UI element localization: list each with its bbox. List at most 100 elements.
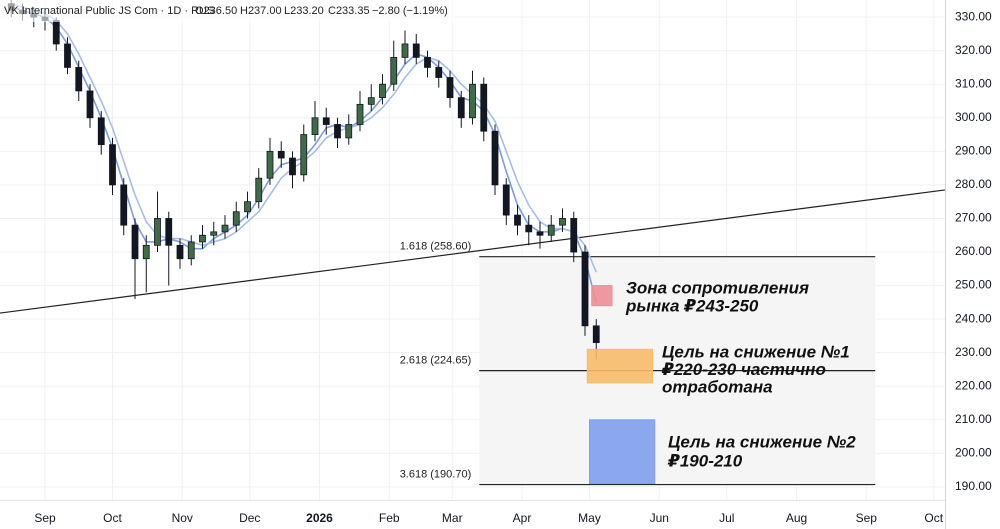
ohlc-low: L233.20 xyxy=(284,5,324,17)
candle-body xyxy=(120,184,128,226)
y-tick-label: 310.00 xyxy=(955,76,992,90)
ohlc-open: O236.50 xyxy=(195,5,237,17)
candle-body xyxy=(221,224,229,233)
candle-body xyxy=(424,56,431,68)
candle-body xyxy=(266,150,274,179)
candle-body xyxy=(581,251,589,327)
target-zone xyxy=(589,419,656,485)
y-tick-label: 240.00 xyxy=(955,311,992,325)
candle-body xyxy=(244,201,251,213)
candle-body xyxy=(289,157,296,176)
x-tick-label: Aug xyxy=(786,511,807,525)
ohlc-high: H237.00 xyxy=(240,5,282,17)
candle-body xyxy=(435,67,443,78)
y-tick-label: 230.00 xyxy=(955,345,992,359)
candle-body xyxy=(334,124,341,139)
candle-body xyxy=(390,56,398,85)
candle-body xyxy=(311,117,319,135)
target-zone xyxy=(591,285,613,307)
symbol: VK International Public JS Com · 1D · RU… xyxy=(4,5,214,17)
candle-body xyxy=(592,325,600,344)
y-tick-label: 190.00 xyxy=(955,479,992,493)
fib-label: 1.618 (258.60) xyxy=(400,241,472,253)
candle-body xyxy=(75,67,83,92)
candle-body xyxy=(356,103,364,125)
x-tick-label: Sep xyxy=(34,511,56,525)
x-tick-label: Jun xyxy=(650,511,669,525)
trendline xyxy=(0,189,946,314)
zone-annotation: ₽190-210 xyxy=(667,451,743,470)
candle-body xyxy=(142,244,150,260)
candle-body xyxy=(255,177,263,203)
candle-body xyxy=(446,77,454,99)
candle-body xyxy=(480,83,488,132)
y-tick-label: 300.00 xyxy=(955,110,992,124)
candle-body xyxy=(109,144,116,186)
candle-body xyxy=(131,224,139,260)
candle-body xyxy=(187,241,195,260)
candle-body xyxy=(367,97,375,105)
candle-body xyxy=(559,218,566,226)
plot-area: 1.618 (258.60) 2.618 (224.65) 3.618 (190.7… xyxy=(0,0,946,486)
ohlc-close: C233.35 xyxy=(328,5,370,17)
y-tick-label: 290.00 xyxy=(955,144,992,158)
candle-body xyxy=(469,83,476,119)
candle-body xyxy=(52,20,60,45)
target-zone xyxy=(586,348,653,384)
candle-body xyxy=(570,218,578,253)
candle-body xyxy=(379,83,386,99)
candle-body xyxy=(232,211,240,226)
y-tick-label: 320.00 xyxy=(955,43,992,57)
candle-body xyxy=(547,224,555,236)
candle-body xyxy=(154,218,161,246)
x-tick-label: 2026 xyxy=(306,511,333,525)
candle-body xyxy=(277,150,285,159)
candle-body xyxy=(86,90,94,119)
candle-body xyxy=(176,244,184,260)
x-tick-label: Dec xyxy=(239,511,260,525)
y-tick-label: 200.00 xyxy=(955,446,992,460)
candle-body xyxy=(199,234,206,243)
header-bg xyxy=(0,0,455,22)
candle-body xyxy=(210,231,218,236)
y-tick-label: 270.00 xyxy=(955,211,992,225)
x-tick-label: Nov xyxy=(172,511,193,525)
zone-annotation: Цель на снижение №2 xyxy=(668,432,856,451)
fib-label: 3.618 (190.70) xyxy=(400,468,472,480)
zone-annotation: ₽220-230 частично xyxy=(661,360,826,379)
x-tick-label: Oct xyxy=(103,511,122,525)
candle-body xyxy=(491,130,499,186)
x-tick-label: Jul xyxy=(719,511,734,525)
candle-body xyxy=(300,134,308,176)
candle-body xyxy=(412,43,420,58)
y-tick-label: 210.00 xyxy=(955,412,992,426)
x-tick-label: Apr xyxy=(513,511,532,525)
candle-body xyxy=(536,231,544,236)
y-tick-label: 260.00 xyxy=(955,244,992,258)
zone-annotation: Цель на снижение №1 xyxy=(662,342,850,361)
candle-body xyxy=(322,117,330,125)
y-tick-label: 330.00 xyxy=(955,9,992,23)
x-tick-label: Oct xyxy=(924,511,943,525)
x-tick-label: Sep xyxy=(856,511,878,525)
candle-body xyxy=(401,43,409,58)
zone-annotation: Зона сопротивления xyxy=(626,278,809,297)
y-tick-label: 220.00 xyxy=(955,378,992,392)
axes: 190.00 200.00 210.00 220.00 230.00 240.00 250.… xyxy=(34,9,992,525)
fib-label: 2.618 (224.65) xyxy=(400,355,472,367)
candle-body xyxy=(502,184,510,216)
candle-body xyxy=(345,124,353,139)
x-tick-label: May xyxy=(578,511,601,525)
y-tick-label: 280.00 xyxy=(955,177,992,191)
x-tick-label: Feb xyxy=(379,511,400,525)
zone-annotation: рынка ₽243-250 xyxy=(625,296,759,315)
candle-body xyxy=(457,97,465,119)
y-tick-label: 250.00 xyxy=(955,278,992,292)
ohlc-change: −2.80 (−1.19%) xyxy=(372,5,448,17)
candle-body xyxy=(525,224,533,233)
zone-annotation: отработана xyxy=(662,377,773,396)
candle-body xyxy=(97,117,105,146)
x-tick-label: Mar xyxy=(442,511,463,525)
candle-body xyxy=(514,214,521,226)
